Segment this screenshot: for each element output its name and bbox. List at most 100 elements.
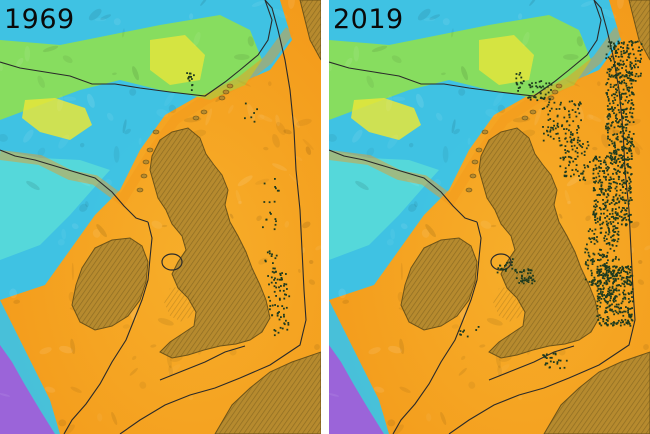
well-marker [613,249,616,252]
well-marker [623,79,625,82]
well-marker [607,108,609,111]
seabed-texture [601,8,617,19]
well-marker [601,291,604,293]
well-marker [614,295,616,298]
well-marker [596,289,599,292]
well-marker [577,103,580,106]
well-marker [270,213,272,215]
well-marker [586,259,589,262]
well-marker [615,152,618,155]
well-marker [554,353,557,356]
well-marker [626,180,629,182]
well-marker [630,102,633,105]
well-marker [283,307,285,310]
well-marker [504,264,506,267]
seabed-texture [151,220,163,229]
seabed-texture [388,345,402,354]
well-marker [271,270,274,273]
well-marker [606,199,609,202]
well-marker [603,294,605,296]
well-marker [285,306,288,309]
well-marker [546,130,549,133]
well-marker [564,151,567,154]
well-marker [269,299,271,302]
seabed-texture [497,365,502,377]
shelf-edge [329,27,624,208]
well-marker [600,208,602,211]
well-marker [623,280,626,283]
seabed-texture [517,13,523,20]
well-marker [626,136,629,139]
well-marker [606,306,609,309]
well-marker [591,272,593,275]
well-marker [625,181,628,183]
well-marker [621,276,624,279]
well-marker [587,230,590,233]
well-marker [558,137,561,140]
well-marker [567,155,570,158]
well-marker [619,197,622,200]
france-relief [544,352,650,434]
well-marker [576,147,578,149]
well-marker [627,101,629,104]
well-marker [618,215,621,218]
well-marker [531,85,534,88]
well-marker [612,299,615,302]
well-marker [573,173,575,176]
well-marker [275,270,277,273]
well-marker [627,72,630,74]
well-marker [618,272,621,275]
well-marker [613,152,616,155]
well-marker [608,151,611,154]
well-marker [627,298,630,300]
well-marker [627,311,629,314]
seabed-texture [429,14,441,20]
well-marker [619,311,621,313]
well-marker [609,83,612,86]
well-marker [270,276,273,279]
seabed-texture [92,229,101,238]
well-marker [615,289,618,292]
seabed-texture [283,129,292,135]
well-marker [571,169,574,171]
well-marker [626,123,629,126]
well-marker [529,98,532,101]
well-marker [622,43,625,45]
maritime-boundary [0,0,273,97]
well-marker [626,87,629,89]
well-marker [609,114,611,116]
well-marker [555,108,558,110]
well-marker [598,270,600,273]
well-marker [605,125,607,128]
well-marker [520,271,523,274]
well-marker [614,297,616,299]
well-marker [597,293,600,295]
well-marker [590,274,593,277]
well-marker [600,191,603,194]
well-marker [613,288,616,291]
well-marker [597,296,600,299]
well-marker [595,212,598,215]
well-marker [605,83,608,86]
well-marker [462,330,464,333]
well-marker [623,158,626,161]
well-marker [612,172,614,175]
well-marker [630,318,633,321]
well-marker [617,303,620,306]
well-marker [279,298,281,301]
well-marker [608,228,610,230]
well-marker [550,89,552,91]
well-marker [625,321,628,324]
seabed-texture [62,55,73,64]
well-marker [596,205,598,208]
well-marker [627,133,630,136]
well-marker [506,262,508,264]
well-marker [640,57,642,60]
well-marker [608,75,611,78]
well-marker [603,192,605,195]
seabed-texture [138,137,142,145]
well-marker [620,269,623,272]
well-marker [627,53,630,55]
well-marker [586,248,589,251]
well-marker [626,273,629,275]
